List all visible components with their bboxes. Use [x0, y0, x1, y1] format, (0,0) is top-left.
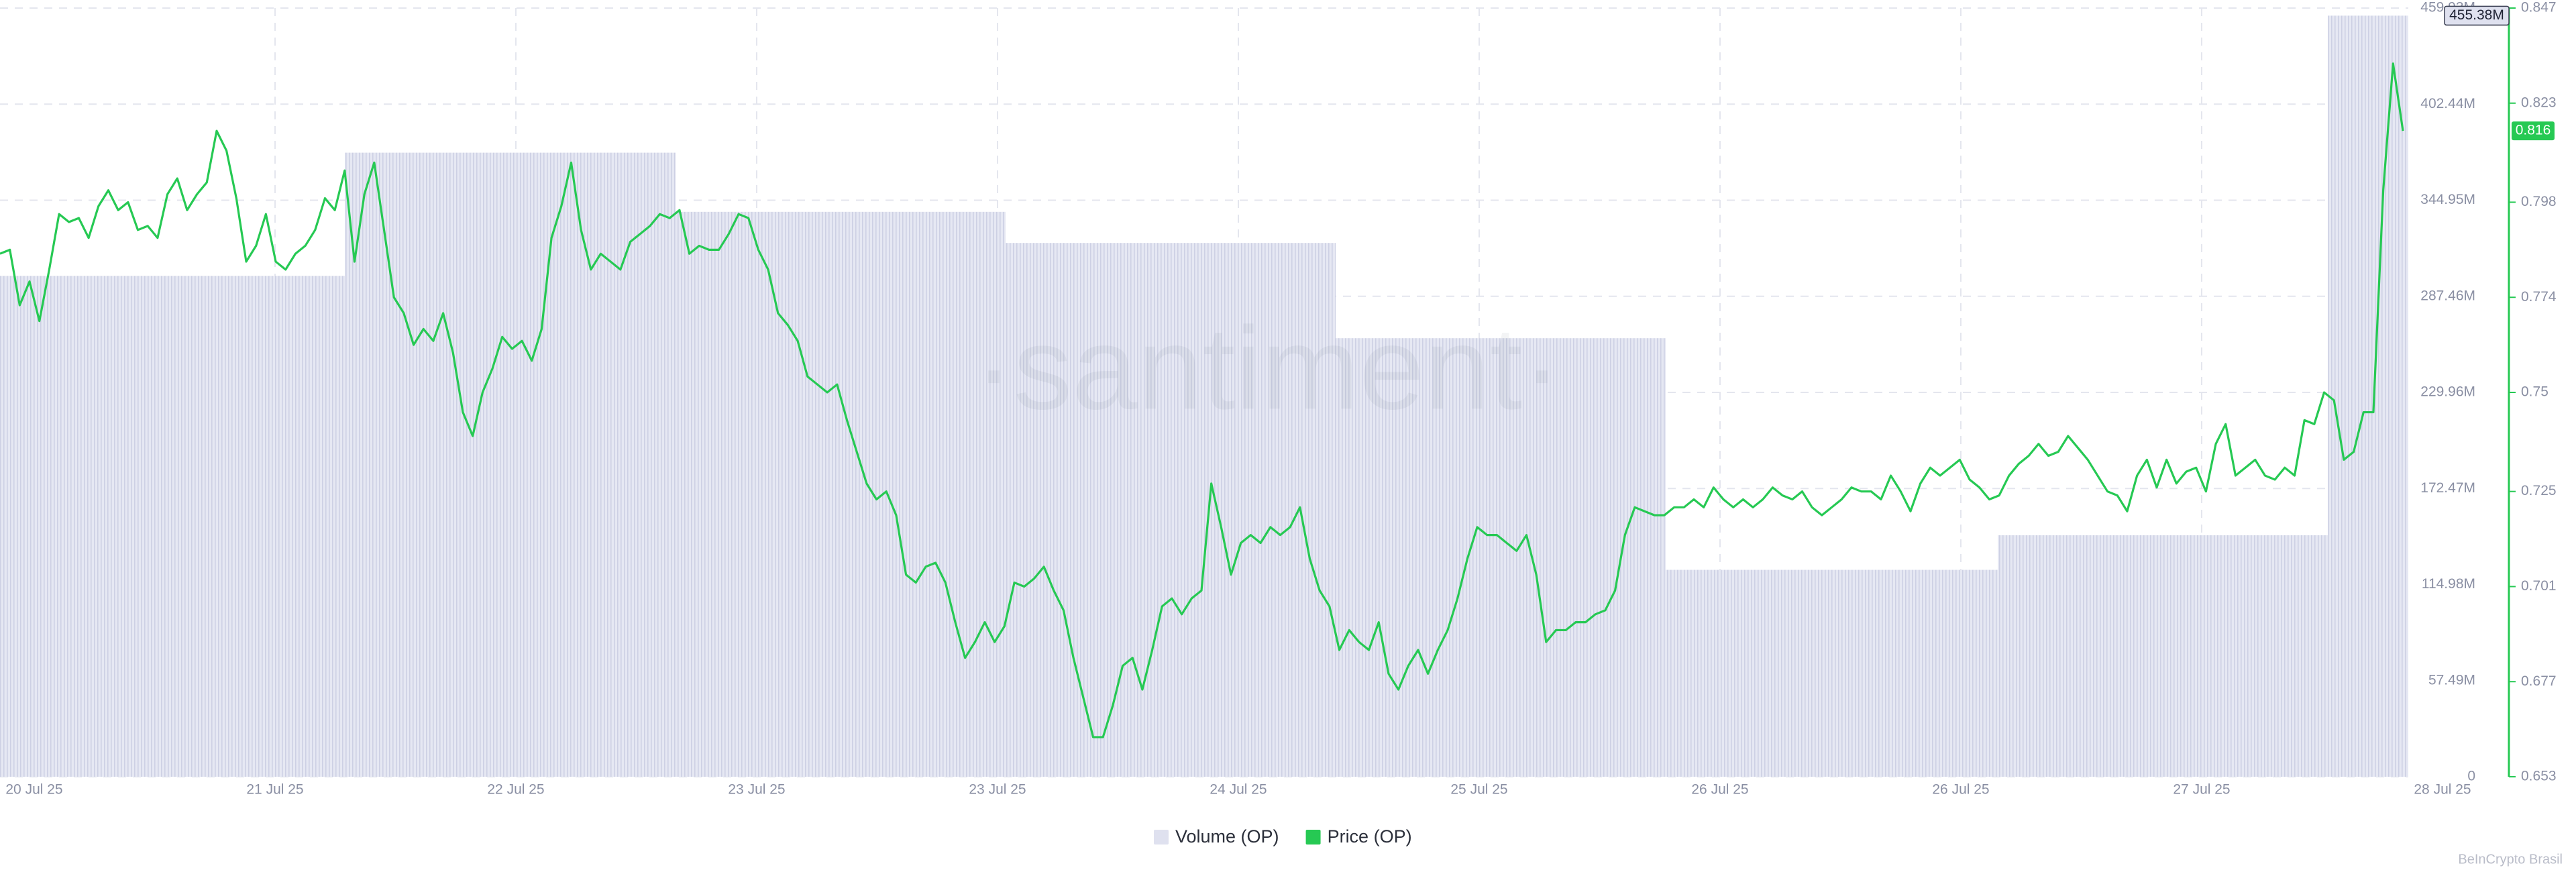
volume-bar: [1006, 243, 1336, 777]
y2-tick-label: 0.677: [2521, 673, 2557, 689]
x-tick-label: 20 Jul 25: [5, 782, 62, 798]
price-value-box: [2512, 121, 2555, 141]
y2-tick-label: 0.75: [2521, 384, 2548, 400]
legend-label: Volume (OP): [1175, 826, 1279, 847]
y2-tick-label: 0.725: [2521, 483, 2557, 498]
x-tick-label: 27 Jul 25: [2173, 782, 2230, 798]
x-tick-label: 23 Jul 25: [728, 782, 785, 798]
y2-tick-label: 0.823: [2521, 95, 2557, 110]
y-tick-label: 0: [2467, 769, 2475, 784]
watermark: ·santiment·: [974, 303, 1561, 434]
x-tick-label: 23 Jul 25: [969, 782, 1026, 798]
y-tick-label: 114.98M: [2422, 576, 2475, 592]
volume-bar: [2328, 15, 2408, 777]
price-value-label: 0.816: [2516, 123, 2551, 138]
volume-bar: [1666, 569, 1998, 777]
volume-value-box: [2444, 5, 2510, 26]
y-tick-label: 287.46M: [2420, 288, 2475, 303]
y2-tick-label: 0.847: [2521, 0, 2557, 15]
volume-value-label: 455.38M: [2449, 7, 2504, 23]
volume-bar: [0, 276, 345, 777]
x-tick-label: 21 Jul 25: [246, 782, 303, 798]
y2-tick-label: 0.798: [2521, 194, 2557, 209]
x-tick-label: 22 Jul 25: [487, 782, 544, 798]
volume-bar: [676, 211, 1006, 777]
volume-bars: [0, 15, 2408, 777]
price-line: [0, 62, 2404, 739]
x-tick-label: 25 Jul 25: [1450, 782, 1507, 798]
volume-bar: [1998, 535, 2328, 777]
axes: 0 57.49M 114.98M 172.47M 229.96M 287.46M 344.9…: [5, 0, 2556, 798]
legend: Volume (OP) Price (OP): [1154, 826, 1412, 847]
x-tick-label: 28 Jul 25: [2414, 782, 2471, 798]
x-tick-label: 24 Jul 25: [1210, 782, 1267, 798]
y2-tick-label: 0.653: [2521, 769, 2557, 784]
y-tick-label: 344.95M: [2420, 192, 2475, 207]
price-line: [0, 62, 2404, 739]
legend-swatch: [1154, 830, 1169, 844]
y-tick-label: 172.47M: [2420, 480, 2475, 496]
volume-bar: [345, 152, 676, 777]
y-tick-label: 229.96M: [2420, 384, 2475, 400]
y2-tick-label: 0.701: [2521, 578, 2557, 594]
credit: BeInCrypto Brasil: [2458, 852, 2563, 867]
x-tick-label: 26 Jul 25: [1932, 782, 1989, 798]
y2-tick-label: 0.774: [2521, 289, 2557, 305]
volume-bar: [1336, 338, 1666, 777]
legend-swatch: [1305, 830, 1321, 844]
y-tick-label: 57.49M: [2428, 672, 2475, 688]
x-tick-label: 26 Jul 25: [1691, 782, 1748, 798]
legend-label: Price (OP): [1328, 826, 1412, 847]
y-tick-label: 402.44M: [2420, 96, 2475, 111]
